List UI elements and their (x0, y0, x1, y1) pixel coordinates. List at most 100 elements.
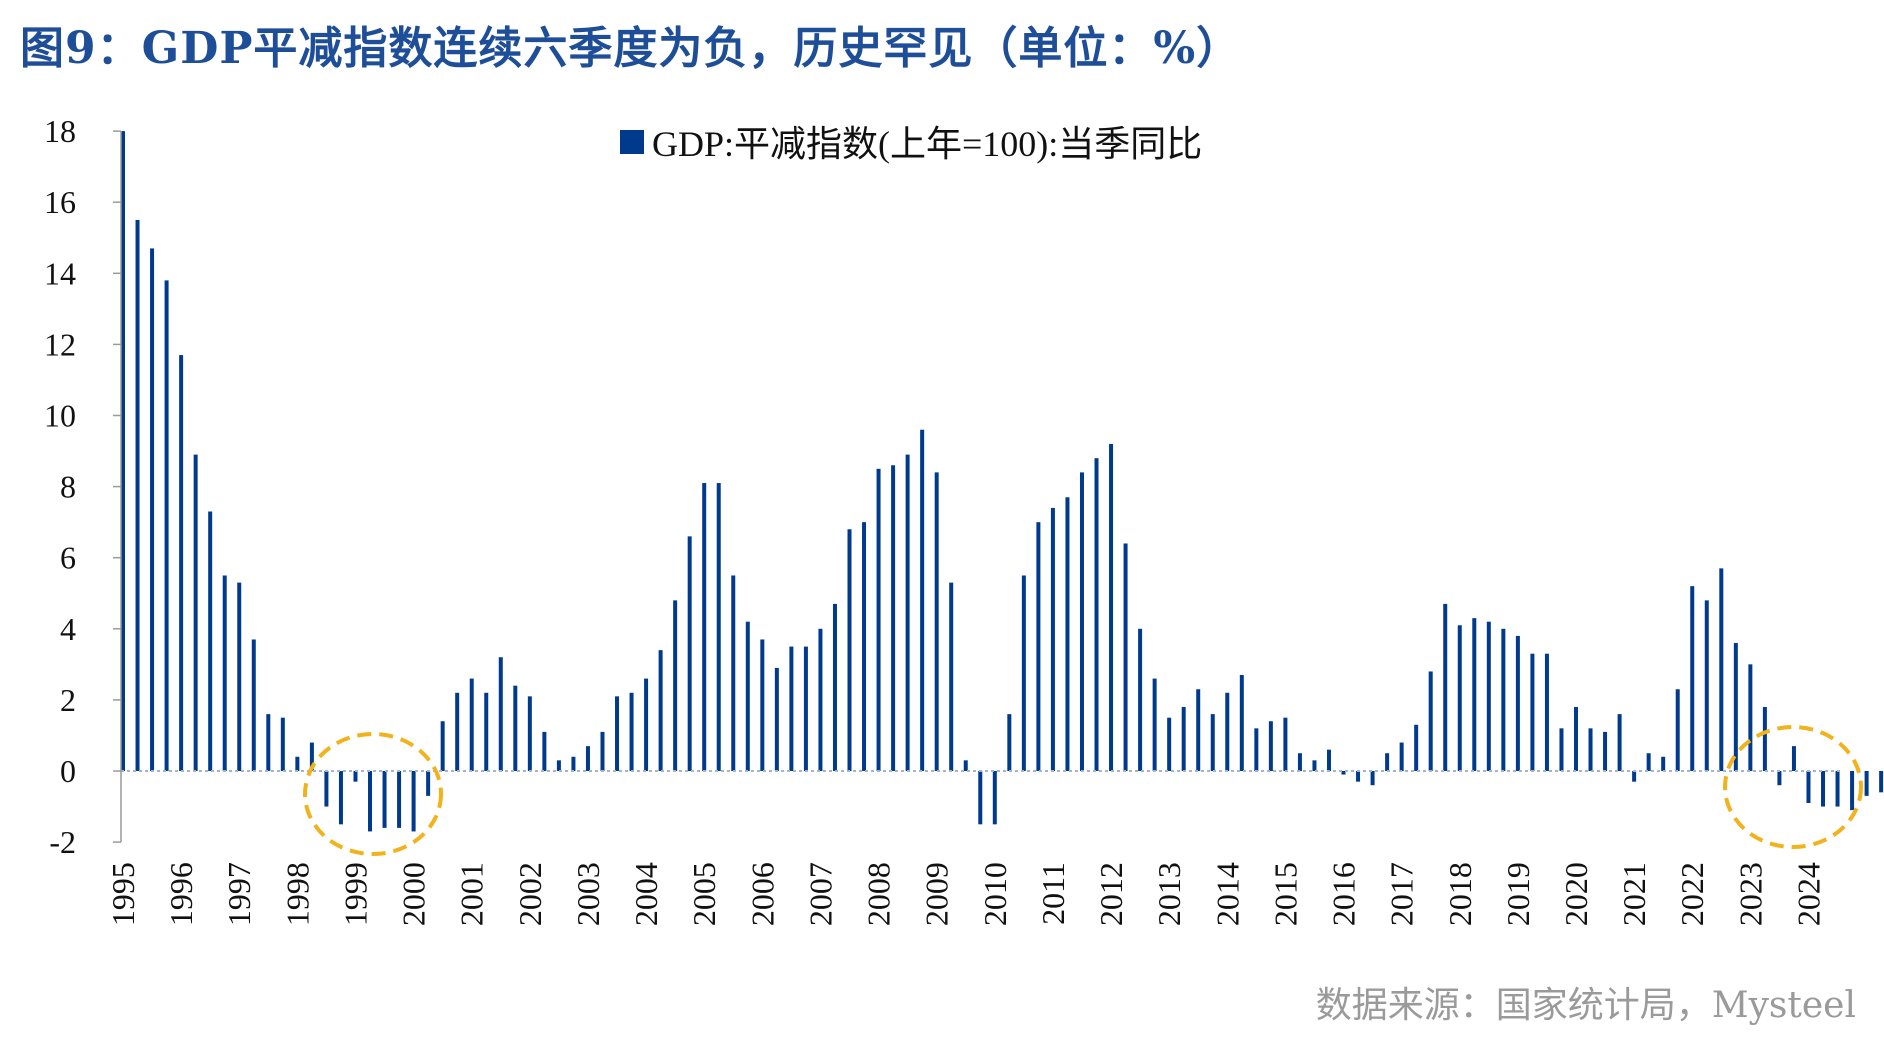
bar (934, 472, 939, 771)
bar (324, 771, 329, 807)
bar (353, 771, 358, 782)
bar (469, 678, 474, 771)
bar (1864, 771, 1869, 796)
x-tick-label: 2023 (1732, 862, 1768, 926)
bar (1370, 771, 1375, 786)
bar (1210, 714, 1215, 771)
x-tick-label: 1997 (221, 862, 257, 926)
bar (484, 692, 489, 771)
bar (208, 511, 213, 771)
x-tick-label: 1998 (279, 862, 315, 926)
bar (1181, 707, 1186, 771)
y-tick-label: 18 (44, 113, 76, 149)
bar (731, 575, 736, 771)
bar (992, 771, 997, 825)
bar (498, 657, 503, 771)
bar (615, 696, 620, 771)
bar (774, 667, 779, 771)
bar (382, 771, 387, 828)
highlight-circle-2024 (1723, 725, 1863, 849)
bar (251, 639, 256, 771)
x-tick-label: 2017 (1384, 862, 1420, 926)
bar (1544, 653, 1549, 771)
y-tick-label: 8 (60, 469, 76, 505)
bar (1515, 635, 1520, 771)
bar (1356, 771, 1361, 782)
bar (862, 522, 867, 771)
bar (1297, 753, 1302, 771)
bar (179, 355, 184, 771)
bar (426, 771, 431, 796)
bar (1225, 692, 1230, 771)
bar (1283, 717, 1288, 771)
bar (1341, 771, 1346, 775)
bar (1428, 671, 1433, 771)
x-tick-label: 2019 (1500, 862, 1536, 926)
bar (1050, 507, 1055, 771)
bar (1850, 771, 1855, 811)
bar (1791, 746, 1796, 771)
bar (760, 639, 765, 771)
x-tick-label: 2006 (744, 862, 780, 926)
bar (150, 248, 155, 772)
bar (1821, 771, 1826, 807)
bar (745, 621, 750, 771)
bar (847, 529, 852, 771)
y-tick-label: 10 (44, 398, 76, 434)
y-tick-label: 6 (60, 540, 76, 576)
bar (803, 646, 808, 771)
bar (1123, 543, 1128, 771)
bar (1472, 618, 1477, 771)
bar (440, 721, 445, 771)
y-tick-label: 12 (44, 326, 76, 362)
y-tick-label: -2 (49, 824, 76, 860)
x-tick-label: 1999 (338, 862, 374, 926)
bar (1486, 621, 1491, 771)
bar (527, 696, 532, 771)
bar (193, 454, 198, 771)
bar (1719, 568, 1724, 771)
bar (876, 468, 881, 771)
x-tick-label: 2011 (1035, 862, 1071, 925)
bar (1414, 724, 1419, 771)
legend: GDP:平减指数(上年=100):当季同比 (620, 124, 1202, 164)
bar (1574, 707, 1578, 771)
y-tick-label: 16 (44, 184, 76, 220)
y-axis-ticks: -2 0 2 4 6 8 10 12 14 16 18 (44, 113, 121, 860)
bar (1152, 678, 1157, 771)
x-tick-label: 1996 (163, 862, 199, 926)
bar (1835, 771, 1840, 807)
legend-entry: GDP:平减指数(上年=100):当季同比 (652, 124, 1202, 164)
highlight-circles (303, 725, 1863, 856)
x-tick-label: 2012 (1093, 862, 1129, 926)
bar (513, 685, 518, 771)
bar (295, 756, 300, 771)
bar (1748, 664, 1753, 771)
bars-group (121, 131, 1884, 832)
bar (949, 582, 954, 771)
bar (1254, 728, 1259, 771)
x-tick-label: 2007 (802, 862, 838, 926)
bar (673, 600, 678, 771)
x-tick-label: 2008 (861, 862, 897, 926)
bar (1312, 760, 1317, 771)
bar (905, 454, 910, 771)
bar (1443, 603, 1448, 771)
bar (978, 771, 983, 825)
bar (585, 746, 590, 771)
x-tick-label: 2013 (1151, 862, 1187, 926)
bar (542, 731, 547, 771)
bar (1632, 771, 1637, 782)
x-axis-ticks: 1995 1996 1997 1998 1999 2000 2001 2002 2003 2004… (105, 862, 1827, 926)
bar (1167, 717, 1172, 771)
bar (644, 678, 649, 771)
x-tick-label: 2022 (1674, 862, 1710, 926)
bar (397, 771, 402, 828)
bar (1675, 689, 1680, 771)
bar (237, 582, 242, 771)
bar (687, 536, 692, 771)
bar (266, 714, 271, 771)
bar (1065, 497, 1070, 771)
bar (716, 483, 721, 771)
bar (121, 131, 125, 772)
